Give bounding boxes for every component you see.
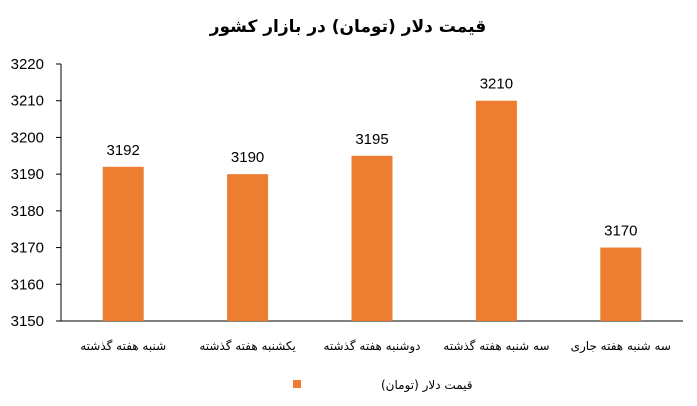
bar — [351, 155, 393, 321]
y-tick-label: 3190 — [11, 166, 44, 183]
bar — [475, 100, 517, 321]
category-labels: شنبه هفته گذشته یکشنبه هفته گذشته دوشنبه ه… — [80, 339, 671, 354]
legend: قیمت دلار (تومان) — [293, 378, 473, 393]
y-tick-label: 3210 — [11, 93, 44, 110]
y-tick-label: 3170 — [11, 240, 44, 257]
chart-title: قیمت دلار (تومان) در بازار کشور — [209, 17, 487, 37]
data-label: 3195 — [355, 131, 388, 148]
category-label: سه شنبه هفته جاری — [571, 339, 671, 354]
bars — [102, 100, 642, 321]
data-label: 3192 — [107, 142, 140, 159]
y-tick-label: 3180 — [11, 203, 44, 220]
data-label: 3190 — [231, 149, 264, 166]
y-tick-label: 3200 — [11, 129, 44, 146]
category-label: سه شنبه هفته گذشته — [443, 339, 549, 353]
bar — [227, 174, 269, 321]
legend-swatch — [293, 380, 301, 388]
category-label: شنبه هفته گذشته — [80, 339, 166, 353]
bar — [600, 247, 642, 321]
y-tick-label: 3160 — [11, 276, 44, 293]
data-label: 3170 — [604, 223, 637, 240]
y-tick-label: 3220 — [11, 56, 44, 73]
category-label: یکشنبه هفته گذشته — [199, 339, 296, 353]
y-axis-ticks: 3150 3160 3170 3180 3190 3200 3210 3220 — [11, 56, 61, 330]
data-labels: 3192 3190 3195 3210 3170 — [107, 76, 638, 240]
data-label: 3210 — [480, 76, 513, 93]
legend-label: قیمت دلار (تومان) — [381, 378, 473, 393]
bar — [102, 166, 144, 321]
category-label: دوشنبه هفته گذشته — [323, 339, 420, 354]
y-tick-label: 3150 — [11, 313, 44, 330]
